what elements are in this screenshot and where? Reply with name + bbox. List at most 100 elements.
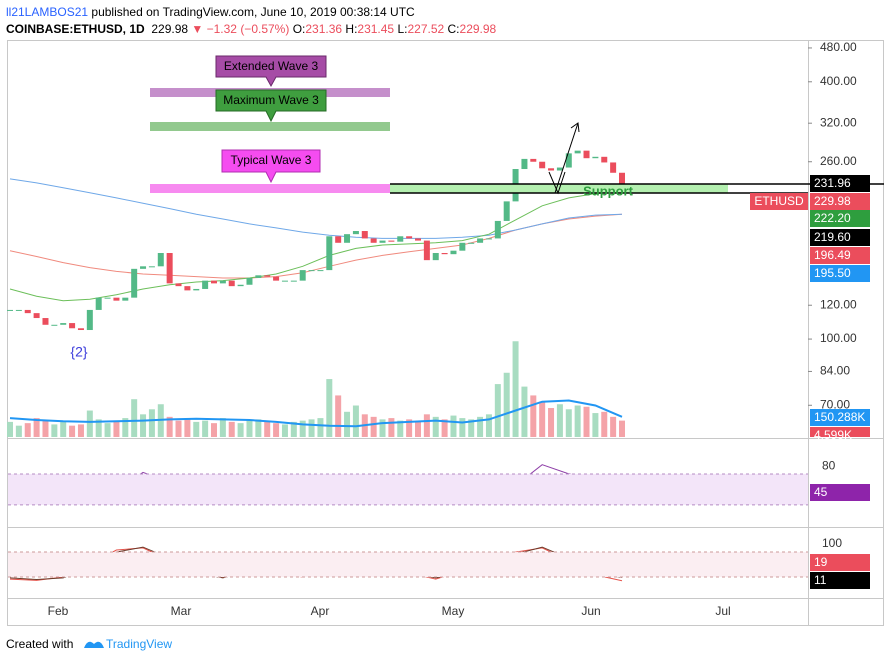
volume-ma [9,399,623,428]
candle [246,277,253,285]
candle [77,328,84,331]
candle [574,150,581,154]
price-tag-label: 11 [814,573,827,587]
volume-bar [370,416,377,437]
volume-bar [299,420,306,437]
volume-bar [459,418,466,437]
volume-bar [539,401,546,437]
volume-bar [219,418,226,437]
candle [406,236,413,239]
logo [84,641,104,648]
moving-average [9,213,623,279]
header-line: ll21LAMBOS21 published on TradingView.co… [6,5,415,19]
price-tag [810,210,870,227]
price-tag-label: 231.96 [814,176,851,190]
volume-bar [131,399,138,437]
price-tag-label: 222.20 [814,211,851,225]
volume-bar [610,416,617,437]
footer-brand[interactable]: TradingView [106,637,172,651]
candle [202,280,209,289]
candle [432,253,439,261]
price-tag [810,484,870,501]
ohlc-value: 231.45 [357,22,395,36]
candle [131,268,138,298]
volume-bar [512,341,519,437]
volume-bar [503,372,510,437]
ohlc-key: L: [397,22,408,36]
price-tag-label: 19 [814,555,828,569]
candle [441,253,448,255]
candle [95,297,102,310]
maximum-label: Maximum Wave 3 [223,93,319,107]
candle [175,283,182,287]
arrow [554,122,579,194]
volume-bar [352,405,359,437]
price-tag-label: 196.49 [814,248,851,262]
candle [193,288,200,291]
price-tag-label: 219.60 [814,230,851,244]
volume-bar [122,418,129,437]
volume-bar [468,419,475,437]
price-tag [810,229,870,246]
candle [521,158,528,170]
candle [397,236,404,242]
typical-band [150,184,390,193]
candle [619,172,625,185]
volume-bar [166,416,173,437]
candle [503,201,510,221]
stoch-band [8,552,808,578]
volume-bar [548,408,555,437]
typical-callout [221,149,321,184]
volume-bar [619,420,625,437]
volume-bar [583,406,590,437]
ohlc-value: 229.98 [459,22,497,36]
volume-bar [406,419,413,437]
candle [184,286,191,291]
price-tag [810,554,870,571]
volume-bar [273,423,280,437]
ohlc: O:231.36 H:231.45 L:227.52 C:229.98 [293,22,497,36]
frame [7,40,884,626]
candle [335,236,342,243]
volume-bar [423,414,430,437]
arrow-head [570,122,580,133]
volume-bar [69,425,76,437]
volume-bar [211,423,217,437]
candle [485,238,492,240]
candle [379,240,386,243]
candle [69,323,76,329]
ohlc-key: C: [447,22,460,36]
volume-bar [335,395,342,437]
candle [290,280,297,282]
volume-bar [601,411,608,437]
volume-bar [95,419,102,437]
author[interactable]: ll21LAMBOS21 [6,5,89,19]
candle [415,238,421,241]
candle [370,238,377,243]
volume-bar [388,418,395,437]
arrow-down [548,171,566,195]
candle [104,297,111,299]
candle [539,161,546,169]
candle [583,150,590,159]
typical-label: Typical Wave 3 [231,153,312,167]
candle [592,156,599,159]
candle [352,231,359,235]
candle [7,309,13,311]
candle [237,284,244,287]
volume-bar [441,419,448,437]
candle [388,240,395,242]
x-tick-label: Mar [171,604,192,618]
symbol: COINBASE:ETHUSD, 1D [6,22,145,36]
candle [86,309,93,331]
candle [140,266,147,269]
candle [51,324,58,326]
y-tick-label: 260.00 [820,154,857,168]
price-tag-label: 150.288K [814,410,865,424]
volume-bar [237,423,244,437]
change: ▼ −1.32 (−0.57%) [191,22,290,36]
candle [565,153,572,168]
volume-bar [228,421,235,437]
x-tick-label: May [442,604,465,618]
